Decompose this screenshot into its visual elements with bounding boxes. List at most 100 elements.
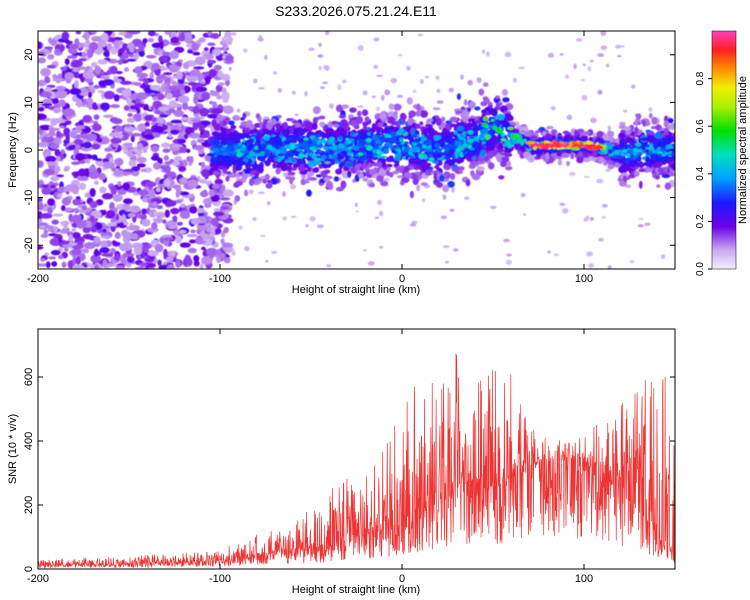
heatmap-cell (271, 250, 278, 254)
heatmap-cell (91, 62, 98, 68)
heatmap-cell (387, 116, 396, 124)
heatmap-cell (396, 94, 404, 99)
heatmap-cell (284, 159, 291, 164)
heatmap-cell (646, 134, 654, 140)
heatmap-cell (667, 117, 674, 124)
heatmap-cell (312, 168, 318, 173)
heatmap-cell (663, 120, 670, 128)
heatmap-cell (78, 58, 87, 62)
heatmap-cell (128, 159, 137, 167)
heatmap-cell (288, 139, 295, 143)
heatmap-cell (91, 154, 98, 161)
heatmap-cell (417, 33, 424, 36)
colorbar-label: Normalized spectral amplitude (737, 76, 749, 224)
heatmap-cell (217, 252, 226, 259)
heatmap-cell (248, 189, 254, 195)
heatmap-cell (255, 113, 261, 120)
heatmap-cell (367, 261, 375, 266)
heatmap-cell (243, 127, 251, 133)
heatmap-cell (347, 152, 354, 156)
heatmap-cell (652, 172, 657, 179)
heatmap-cell (303, 137, 309, 141)
heatmap-cell (230, 248, 235, 251)
heatmap-cell (246, 154, 253, 159)
heatmap-cell (59, 229, 69, 234)
heatmap-cell (40, 68, 51, 77)
heatmap-cell (498, 175, 505, 180)
heatmap-cell (199, 179, 208, 184)
heatmap-cell (442, 127, 448, 136)
heatmap-cell (82, 91, 88, 97)
heatmap-cell (547, 250, 551, 254)
heatmap-cell (318, 115, 326, 120)
spectrogram-y-tick-label: 0 (23, 147, 35, 153)
heatmap-cell (134, 103, 146, 108)
heatmap-cell (504, 51, 512, 58)
heatmap-cell (266, 179, 273, 184)
heatmap-cell (183, 32, 193, 42)
heatmap-cell (379, 210, 384, 217)
heatmap-cell (451, 154, 456, 159)
heatmap-cell (334, 161, 341, 164)
heatmap-cell (296, 148, 303, 152)
heatmap-cell (234, 132, 243, 140)
heatmap-cell (619, 45, 625, 48)
heatmap-cell (442, 245, 450, 248)
heatmap-cells (38, 31, 675, 269)
heatmap-cell (175, 186, 182, 192)
heatmap-cell (547, 52, 555, 58)
heatmap-cell (338, 154, 345, 160)
heatmap-cell (213, 211, 225, 217)
heatmap-cell (61, 261, 67, 268)
heatmap-cell (62, 244, 73, 248)
heatmap-cell (424, 141, 431, 147)
heatmap-cell (261, 143, 267, 149)
heatmap-cell (169, 146, 180, 152)
heatmap-cell (472, 126, 481, 132)
heatmap-cell (359, 148, 366, 154)
heatmap-cell (474, 136, 479, 142)
heatmap-cell (38, 141, 50, 148)
heatmap-cell (71, 244, 84, 250)
heatmap-cell (52, 74, 58, 80)
heatmap-cell (163, 72, 173, 76)
heatmap-cell (294, 113, 299, 117)
heatmap-cell (83, 242, 96, 250)
heatmap-cell (183, 133, 189, 140)
heatmap-cell (449, 149, 456, 156)
heatmap-cell (254, 123, 261, 128)
heatmap-cell (322, 138, 327, 145)
heatmap-cell (522, 213, 527, 216)
heatmap-cell (199, 107, 209, 117)
heatmap-cell (148, 189, 156, 199)
heatmap-cell (201, 91, 211, 101)
heatmap-cell (597, 53, 605, 58)
heatmap-cell (114, 265, 126, 269)
heatmap-cell (94, 264, 99, 269)
heatmap-cell (490, 118, 495, 122)
heatmap-cell (497, 119, 504, 124)
heatmap-cell (654, 131, 663, 139)
heatmap-cell (656, 147, 661, 153)
heatmap-cell (142, 38, 148, 44)
heatmap-cell (443, 146, 452, 150)
heatmap-cell (55, 130, 61, 140)
heatmap-cell (298, 143, 303, 147)
heatmap-cell (139, 84, 150, 88)
heatmap-cell (193, 260, 200, 267)
heatmap-cell (462, 149, 466, 155)
heatmap-cell (316, 133, 321, 138)
heatmap-cell (388, 103, 395, 110)
heatmap-cell (177, 95, 190, 104)
heatmap-cell (406, 66, 410, 69)
heatmap-cell (152, 132, 161, 138)
heatmap-cell (341, 104, 349, 109)
heatmap-cell (455, 170, 461, 175)
heatmap-cell (191, 118, 201, 123)
heatmap-cell (433, 172, 438, 181)
heatmap-cell (625, 184, 632, 188)
heatmap-cell (177, 134, 186, 141)
heatmap-cell (587, 66, 592, 72)
heatmap-cell (215, 84, 223, 93)
heatmap-cell (623, 109, 628, 113)
